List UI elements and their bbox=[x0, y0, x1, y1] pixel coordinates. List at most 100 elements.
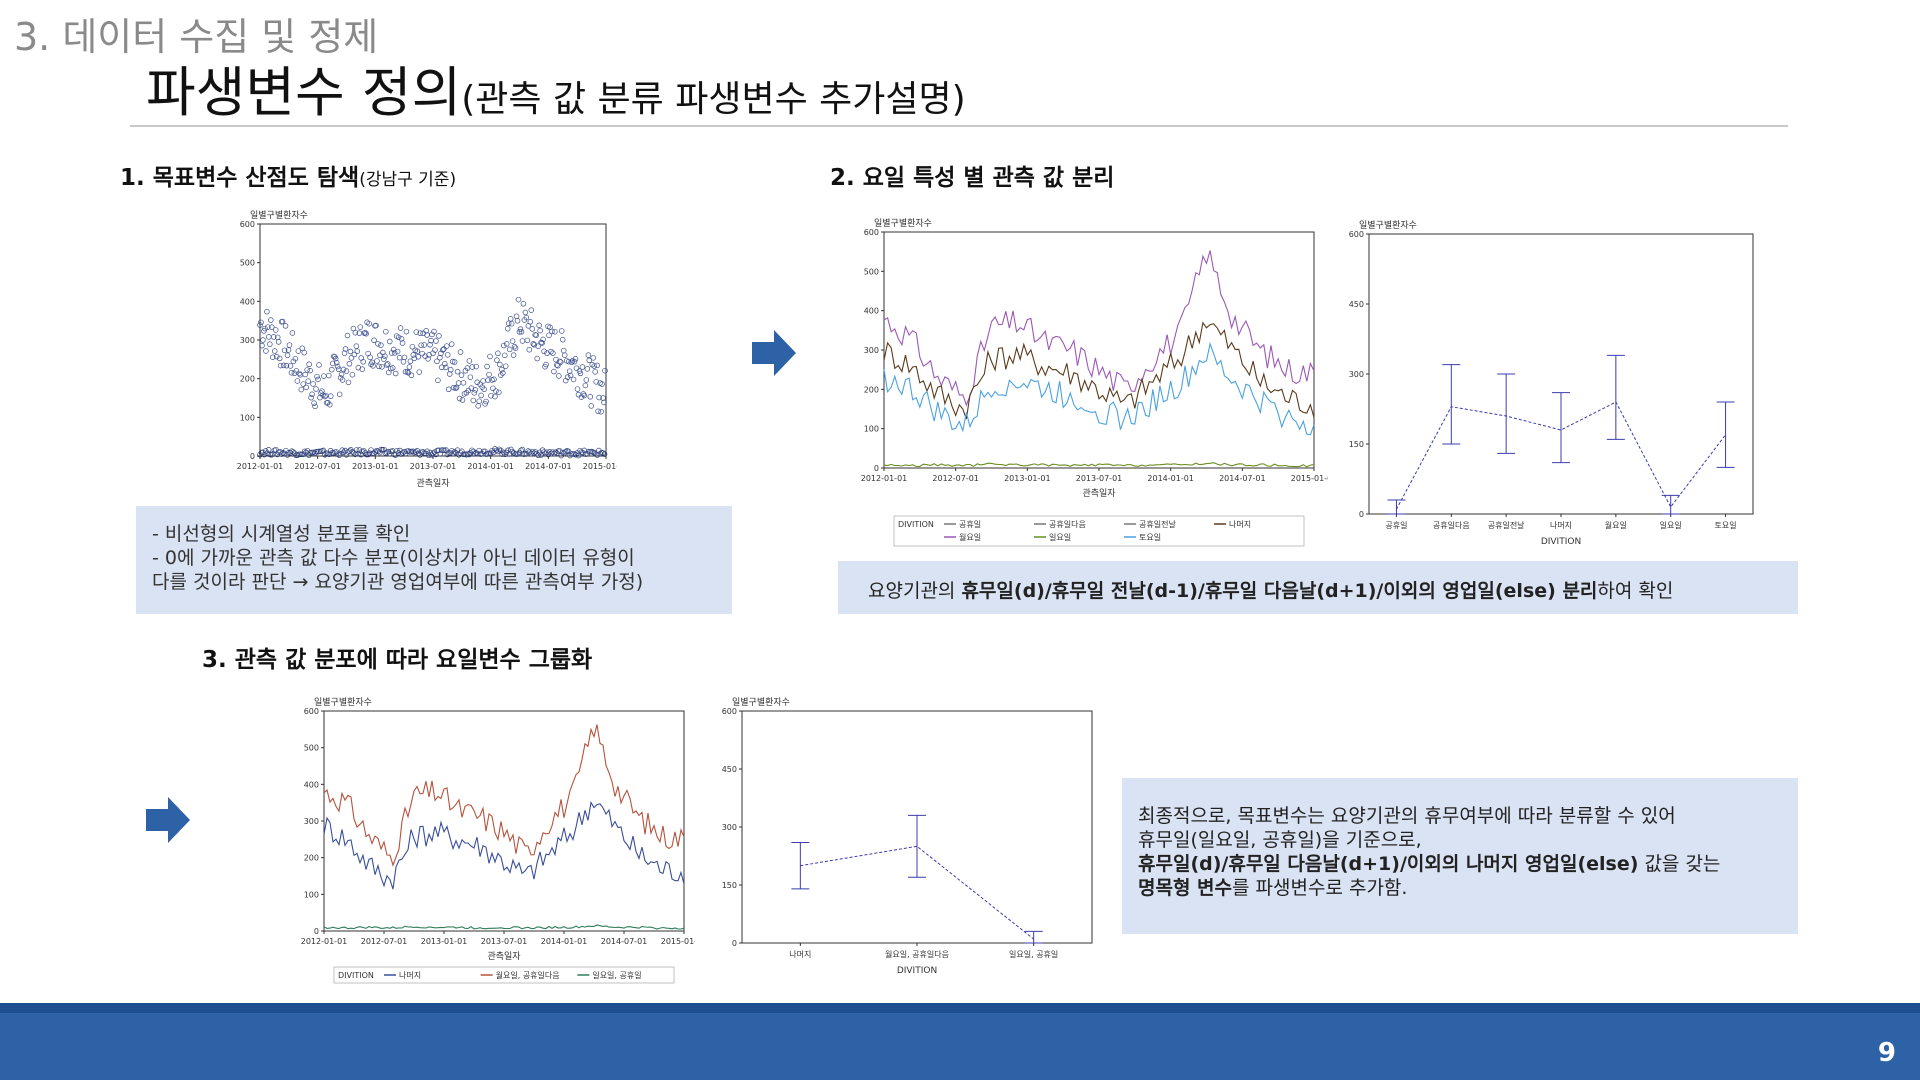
scatter-point bbox=[339, 377, 346, 383]
scatter-point bbox=[552, 328, 558, 335]
y-tick-label: 300 bbox=[240, 336, 255, 345]
scatter-point bbox=[549, 328, 555, 335]
scatter-point bbox=[288, 448, 295, 454]
scatter-point bbox=[558, 359, 564, 365]
scatter-point bbox=[577, 447, 583, 454]
scatter-point bbox=[554, 362, 560, 368]
scatter-point bbox=[310, 381, 316, 387]
scatter-point bbox=[598, 408, 604, 415]
scatter-point bbox=[496, 389, 502, 396]
scatter-point bbox=[334, 363, 341, 370]
scatter-point bbox=[560, 336, 566, 343]
scatter-point bbox=[448, 448, 455, 454]
scatter-point bbox=[439, 364, 445, 371]
scatter-point bbox=[430, 450, 436, 457]
scatter-point bbox=[480, 448, 487, 455]
scatter-point bbox=[281, 347, 288, 354]
scatter-point bbox=[494, 357, 500, 363]
page-number: 9 bbox=[1877, 1038, 1896, 1068]
x-tick-label: 일요일 bbox=[1660, 521, 1682, 530]
scatter-point bbox=[257, 322, 263, 328]
x-tick-label: 토요일 bbox=[1715, 521, 1737, 530]
scatter-point bbox=[502, 451, 508, 458]
scatter-point bbox=[309, 391, 315, 398]
scatter-point bbox=[269, 324, 275, 330]
scatter-point bbox=[526, 346, 533, 353]
scatter-point bbox=[366, 320, 372, 327]
conclusion-rest: 를 파생변수로 추가함. bbox=[1232, 877, 1408, 899]
scatter-point bbox=[585, 352, 592, 358]
scatter-point bbox=[392, 370, 399, 377]
scatter-point bbox=[517, 326, 524, 332]
scatter-point bbox=[447, 367, 454, 373]
scatter-point bbox=[509, 338, 516, 344]
scatter-point bbox=[515, 451, 521, 457]
grouped-errorbar-chart: 0 150 300 450 600 일별구별환자수 DIVITION 나머지 월요일, 공휴일다… bbox=[708, 683, 1098, 988]
scatter-point bbox=[311, 400, 317, 406]
scatter-point bbox=[519, 446, 526, 453]
scatter-point bbox=[353, 447, 360, 453]
scatter-point bbox=[370, 363, 376, 369]
scatter-point bbox=[463, 451, 469, 458]
scatter-point bbox=[296, 451, 302, 458]
scatter-point bbox=[571, 358, 578, 365]
scatter-point bbox=[486, 371, 492, 378]
scatter-point bbox=[582, 382, 589, 389]
scatter-point bbox=[578, 394, 585, 400]
arrow-right-icon bbox=[146, 797, 190, 843]
scatter-point bbox=[412, 449, 419, 455]
y-tick-label: 400 bbox=[864, 307, 879, 316]
scatter-point bbox=[394, 348, 401, 355]
scatter-point bbox=[399, 340, 406, 346]
scatter-point bbox=[528, 307, 535, 313]
scatter-point bbox=[592, 369, 598, 375]
scatter-point bbox=[262, 325, 268, 332]
scatter-point bbox=[529, 448, 536, 455]
scatter-point bbox=[503, 341, 510, 347]
x-tick-label: 2012-07-01 bbox=[294, 462, 341, 471]
scatter-point bbox=[419, 350, 425, 357]
conclusion-line: 명목형 변수를 파생변수로 추가함. bbox=[1138, 876, 1782, 900]
series-line bbox=[323, 724, 685, 867]
scatter-point bbox=[404, 369, 411, 375]
scatter-point bbox=[406, 364, 413, 370]
step2-summary-tail: 하여 확인 bbox=[1597, 580, 1674, 602]
scatter-point bbox=[597, 451, 603, 457]
legend-label: 월요일, 공휴일다음 bbox=[496, 970, 560, 980]
scatter-point bbox=[585, 448, 592, 455]
scatter-point bbox=[455, 380, 462, 386]
scatter-point bbox=[508, 320, 515, 327]
scatter-point bbox=[292, 355, 299, 362]
x-tick-label: 2012-07-01 bbox=[932, 474, 979, 483]
y-tick-label: 500 bbox=[304, 744, 319, 753]
scatter-point bbox=[343, 452, 350, 458]
step1-note-line: - 0에 가까운 관측 값 다수 분포(이상치가 아닌 데이터 유형이 bbox=[152, 547, 635, 569]
scatter-point bbox=[456, 395, 463, 402]
scatter-point bbox=[429, 331, 435, 338]
scatter-point bbox=[460, 380, 467, 386]
scatter-point bbox=[260, 337, 266, 343]
scatter-point bbox=[560, 347, 567, 354]
scatter-point bbox=[535, 343, 541, 349]
scatter-point bbox=[304, 367, 310, 373]
scatter-point bbox=[298, 386, 305, 393]
scatter-point bbox=[532, 449, 539, 455]
scatter-point bbox=[567, 372, 574, 379]
scatter-point bbox=[481, 386, 487, 393]
mean-line bbox=[800, 845, 1035, 940]
y-tick-label: 500 bbox=[864, 267, 879, 276]
step3-heading: 3. 관측 값 분포에 따라 요일변수 그룹화 bbox=[202, 647, 593, 673]
scatter-point bbox=[587, 394, 594, 400]
scatter-point bbox=[448, 341, 455, 347]
scatter-point bbox=[326, 372, 332, 379]
scatter-point bbox=[568, 359, 575, 366]
y-tick-label: 200 bbox=[864, 385, 879, 394]
y-tick-label: 100 bbox=[864, 425, 879, 434]
scatter-point bbox=[411, 449, 418, 456]
page-title-sub: (관측 값 분류 파생변수 추가설명) bbox=[461, 79, 966, 120]
grouped-line-chart: 0 100 200 300 400 500 600 일별구별환자수 2012-01-01 2012… bbox=[290, 683, 695, 988]
scatter-point bbox=[383, 328, 389, 335]
scatter-point bbox=[600, 450, 606, 456]
y-tick-label: 200 bbox=[304, 854, 319, 863]
scatter-point bbox=[459, 448, 465, 455]
